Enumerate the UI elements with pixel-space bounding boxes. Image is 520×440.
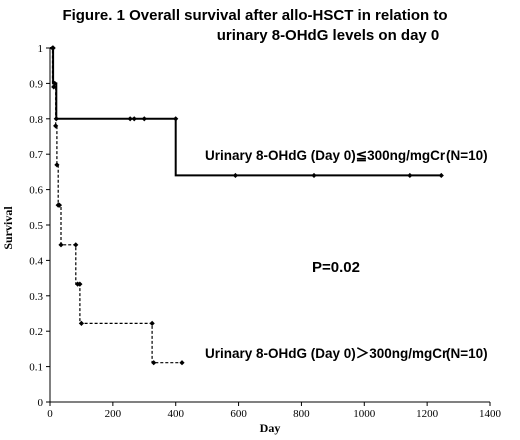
- series-marker-high: [56, 202, 63, 208]
- y-tick-label: 0.1: [29, 362, 43, 374]
- series-marker-high: [51, 84, 57, 90]
- series-marker-low: [173, 116, 179, 122]
- series-marker-low: [311, 172, 317, 179]
- x-ticks: 0 200 400 600 800 1000 1200 1400: [47, 402, 502, 420]
- series-marker-low: [232, 172, 239, 179]
- series-marker-high: [58, 242, 64, 248]
- chart-title-line1: Figure. 1 Overall survival after allo-HS…: [62, 7, 447, 24]
- series-group: [49, 45, 444, 366]
- series-marker-high: [49, 45, 56, 51]
- y-tick-label: 0.5: [29, 220, 43, 232]
- series-n-low: (N=10): [446, 148, 488, 163]
- series-marker-high: [54, 162, 60, 168]
- y-tick-label: 0.2: [29, 326, 43, 338]
- series-label-high: Urinary 8-OHdG (Day 0)＞300ng/mgCr: [205, 346, 448, 361]
- y-tick-label: 1: [38, 43, 44, 55]
- series-marker-high: [53, 123, 59, 129]
- series-marker-low: [141, 116, 147, 122]
- x-tick-label: 800: [293, 408, 310, 420]
- y-tick-label: 0.3: [29, 291, 43, 303]
- series-marker-high: [151, 360, 157, 366]
- series-line-low: [50, 47, 442, 177]
- series-marker-low: [407, 172, 413, 179]
- x-axis-label: Day: [260, 421, 281, 435]
- y-tick-label: 0.9: [29, 78, 43, 90]
- y-axis-label: Survival: [1, 206, 15, 250]
- x-tick-label: 600: [230, 408, 247, 420]
- y-ticks: 0 0.1 0.2 0.3 0.4 0.5 0.6 0.7 0.8 0.9 1: [29, 43, 50, 409]
- y-tick-label: 0.4: [29, 255, 43, 267]
- series-label-low: Urinary 8-OHdG (Day 0)≦300ng/mgCr: [205, 148, 446, 163]
- p-value: P=0.02: [312, 259, 360, 276]
- x-tick-label: 1200: [416, 408, 439, 420]
- series-marker-low: [127, 116, 133, 122]
- series-marker-low: [131, 116, 137, 122]
- y-tick-label: 0.8: [29, 114, 43, 126]
- x-tick-label: 0: [47, 408, 53, 420]
- x-tick-label: 1400: [479, 408, 502, 420]
- series-marker-low: [438, 172, 444, 179]
- series-marker-high: [73, 242, 79, 248]
- series-n-high: (N=10): [446, 346, 488, 361]
- x-tick-label: 400: [167, 408, 184, 420]
- y-tick-label: 0: [38, 397, 44, 409]
- y-tick-label: 0.7: [29, 149, 43, 161]
- x-tick-label: 1000: [353, 408, 376, 420]
- y-tick-label: 0.6: [29, 185, 43, 197]
- series-marker-high: [179, 360, 185, 366]
- series-line-high: [50, 47, 182, 364]
- series-marker-high: [78, 320, 85, 327]
- x-tick-label: 200: [105, 408, 122, 420]
- series-marker-high: [77, 281, 83, 287]
- chart-title-line2: urinary 8-OHdG levels on day 0: [217, 27, 440, 44]
- series-marker-high: [149, 320, 155, 327]
